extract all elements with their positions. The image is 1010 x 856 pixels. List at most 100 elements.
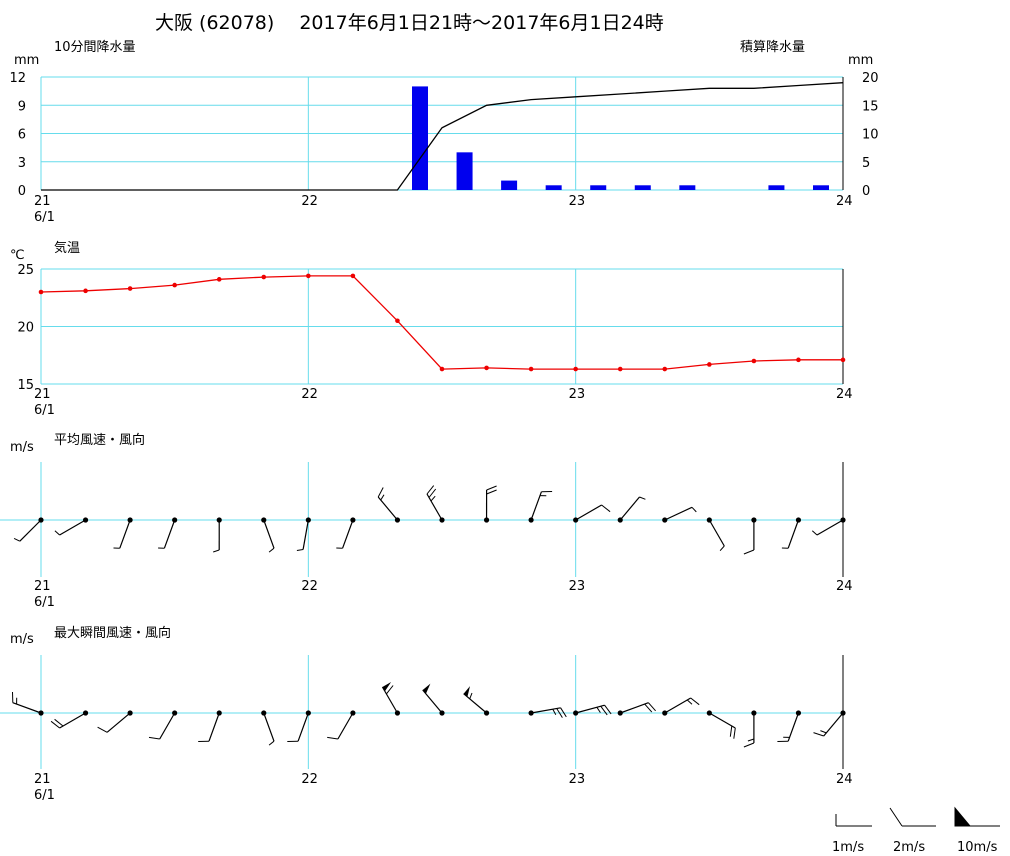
wind-avg-barbs [13, 485, 846, 555]
wind-barb-feather [604, 704, 612, 715]
wind-barb-shaft [302, 519, 309, 550]
wind-barb-half-feather [747, 738, 755, 742]
x-tick-label: 21 [34, 387, 51, 402]
wind-barb-shaft [59, 712, 86, 729]
wind-station-dot [305, 710, 311, 716]
wind-barb-shaft [19, 519, 42, 542]
x-date-label: 6/1 [34, 403, 55, 418]
wind-barb-shaft [422, 689, 443, 714]
wind-station-dot [617, 517, 623, 523]
y-tick-left: 3 [18, 156, 26, 171]
chart-title: 大阪 (62078) 2017年6月1日21時～2017年6月1日24時 [155, 12, 664, 34]
temp-y-tick: 25 [17, 263, 34, 278]
precip-bar [679, 185, 696, 190]
wind-barb-feather [743, 549, 755, 555]
temp-unit: ℃ [10, 248, 25, 263]
wind-barb-feather [428, 488, 437, 498]
x-date-label: 6/1 [34, 595, 55, 610]
wind-station-dot [261, 517, 267, 523]
wind-barb-shaft [619, 496, 640, 521]
wind-barb-half-feather [639, 496, 646, 500]
wind-barb-shaft [337, 712, 354, 740]
wind-station-dot [528, 710, 534, 716]
temp-x-ticks: 21 22 23 24 6/1 [34, 387, 853, 418]
wind-barb-feather [386, 685, 394, 695]
x-tick-label: 22 [301, 194, 318, 209]
wind-barb-half-feather [596, 707, 601, 713]
wind-barb-half-feather [54, 530, 60, 536]
wind-station-dot [662, 710, 668, 716]
y-tick-left: 12 [9, 71, 26, 86]
wind-barb-feather [648, 702, 656, 712]
wind-barb-flag [463, 686, 470, 697]
wind-avg-panel: m/s 平均風速・風向 21 22 23 24 6/1 [0, 432, 853, 610]
wind-max-panel: m/s 最大瞬間風速・風向 21 22 23 24 6/1 [0, 625, 853, 803]
wind-barb-feather [560, 707, 567, 718]
temperature-point [350, 273, 356, 279]
wind-barb-half-feather [213, 549, 220, 553]
wind-max-grid [0, 655, 844, 769]
precip-right-ticks: 0 5 10 15 20 [862, 71, 879, 199]
wind-station-dot [82, 710, 89, 716]
temp-label: 気温 [54, 240, 80, 256]
wind-barb-half-feather [268, 740, 275, 746]
wind-station-dot [394, 710, 401, 716]
wind-barb-half-feather [691, 506, 697, 513]
wind-station-dot [350, 710, 356, 716]
wind-barb-feather [600, 706, 608, 716]
x-tick-label: 23 [569, 194, 586, 209]
wind-station-dot [751, 710, 757, 716]
wind-station-dot [261, 710, 267, 716]
precip-bar [545, 185, 562, 190]
wind-station-dot [483, 517, 490, 523]
precip-bar [813, 185, 829, 190]
wind-barb-shaft [709, 712, 736, 729]
wind-station-dot [662, 517, 668, 523]
wind-barb-shaft [159, 712, 176, 740]
temperature-point [573, 366, 578, 372]
wind-barb-shaft [708, 519, 725, 547]
x-tick-label: 24 [836, 579, 853, 594]
wind-barb-feather [426, 485, 435, 495]
temperature-point [216, 277, 222, 282]
wind-max-barbs [12, 682, 846, 748]
precip-bar [412, 86, 428, 190]
precip-cumulative-line [41, 82, 844, 191]
wind-barb-shaft [575, 504, 602, 521]
x-tick-label: 22 [301, 579, 318, 594]
temp-line [38, 273, 846, 372]
temp-y-tick: 15 [17, 378, 34, 393]
wind-barb-shaft [787, 519, 799, 549]
temperature-point [840, 357, 846, 363]
wind-max-label: 最大瞬間風速・風向 [54, 625, 171, 641]
wind-barb-half-feather [820, 730, 827, 734]
x-tick-label: 24 [836, 194, 853, 209]
wind-station-dot [795, 710, 802, 716]
x-tick-label: 24 [836, 772, 853, 787]
wind-barb-feather [644, 703, 653, 713]
temperature-point [796, 357, 801, 363]
y-tick-left: 0 [18, 184, 26, 199]
wind-barb-shaft [297, 712, 309, 742]
wind-barb-shaft [381, 686, 398, 714]
wind-station-dot [528, 517, 534, 523]
wind-barb-shaft [575, 704, 605, 714]
wind-avg-grid [0, 462, 844, 577]
temperature-point [172, 282, 177, 288]
wind-barb-shaft [106, 712, 131, 733]
wind-station-dot [439, 517, 445, 523]
x-tick-label: 21 [34, 772, 51, 787]
precip-bars [412, 86, 829, 190]
legend-barb-1ms [835, 814, 872, 827]
wind-barb-flag [382, 682, 392, 692]
y-tick-right: 10 [862, 128, 879, 143]
wind-avg-label: 平均風速・風向 [54, 432, 145, 448]
cumulative-precip-line [41, 82, 844, 191]
wind-station-dot [840, 517, 846, 523]
wind-barb-feather [327, 736, 338, 740]
precip-bar [456, 152, 473, 190]
temp-y-tick: 20 [17, 321, 34, 336]
wind-barb-feather [729, 725, 733, 737]
temperature-point [306, 273, 311, 279]
